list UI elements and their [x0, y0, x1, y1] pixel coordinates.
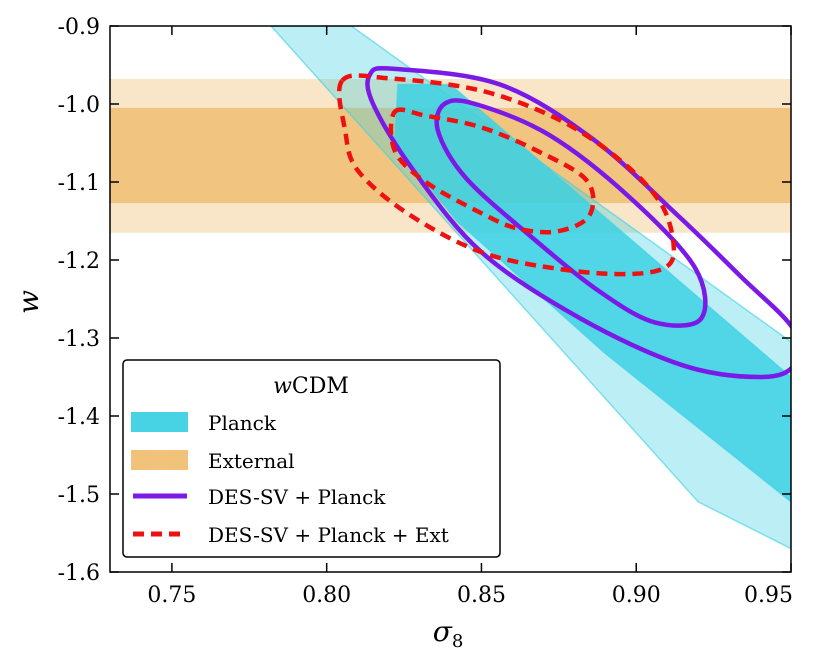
legend-label: External [208, 449, 295, 473]
y-tick-label: -1.4 [58, 405, 100, 430]
y-tick-label: -1.5 [58, 483, 100, 508]
legend-swatch [131, 412, 188, 432]
legend: wCDM Planck External DES-SV + Planck DES-SV… [122, 359, 501, 558]
series-des-sv-planck-ext [336, 73, 677, 277]
legend-entry-des-sv-planck-ext: DES-SV + Planck + Ext [133, 523, 449, 547]
plot-frame [109, 25, 792, 573]
plot-area [110, 26, 791, 550]
x-tick-label: 0.85 [457, 583, 506, 608]
legend-entry-des-sv-planck: DES-SV + Planck [133, 485, 386, 509]
y-tick-label: -1.3 [58, 327, 100, 352]
y-tick-label: -1.6 [58, 561, 100, 586]
y-axis-title: w [12, 290, 45, 314]
series-des-sv-planck [365, 65, 791, 380]
axes: 0.75 0.80 0.85 0.90 0.95 -0.9 -1.0 -1.1 -1.2 -1.… [12, 15, 793, 652]
x-tick-label: 0.95 [744, 583, 793, 608]
x-tick-label: 0.80 [302, 583, 351, 608]
y-axis-ticks: -0.9 -1.0 -1.1 -1.2 -1.3 -1.4 -1.5 -1.6 [58, 15, 791, 586]
legend-label: DES-SV + Planck [208, 485, 386, 509]
legend-entry-planck: Planck [131, 411, 277, 435]
contour-des-sv-planck-ext-95 [336, 73, 677, 277]
y-tick-label: -1.2 [58, 249, 100, 274]
x-tick-label: 0.75 [147, 583, 196, 608]
legend-title: wCDM [273, 374, 349, 399]
y-tick-label: -1.1 [58, 171, 100, 196]
legend-entry-external: External [131, 449, 295, 473]
legend-entries: Planck External DES-SV + Planck DES-SV + Pl… [131, 411, 449, 547]
x-axis-title: σ8 [433, 615, 464, 652]
y-tick-label: -0.9 [58, 15, 100, 40]
x-tick-label: 0.90 [612, 583, 661, 608]
legend-label: DES-SV + Planck + Ext [208, 523, 449, 547]
y-tick-label: -1.0 [58, 93, 100, 118]
legend-swatch [131, 450, 188, 470]
contour-des-sv-planck-95 [365, 65, 791, 380]
legend-box [122, 359, 501, 558]
legend-label: Planck [208, 411, 277, 435]
x-axis-ticks: 0.75 0.80 0.85 0.90 0.95 [147, 26, 793, 608]
contour-des-sv-planck-68 [434, 98, 708, 328]
